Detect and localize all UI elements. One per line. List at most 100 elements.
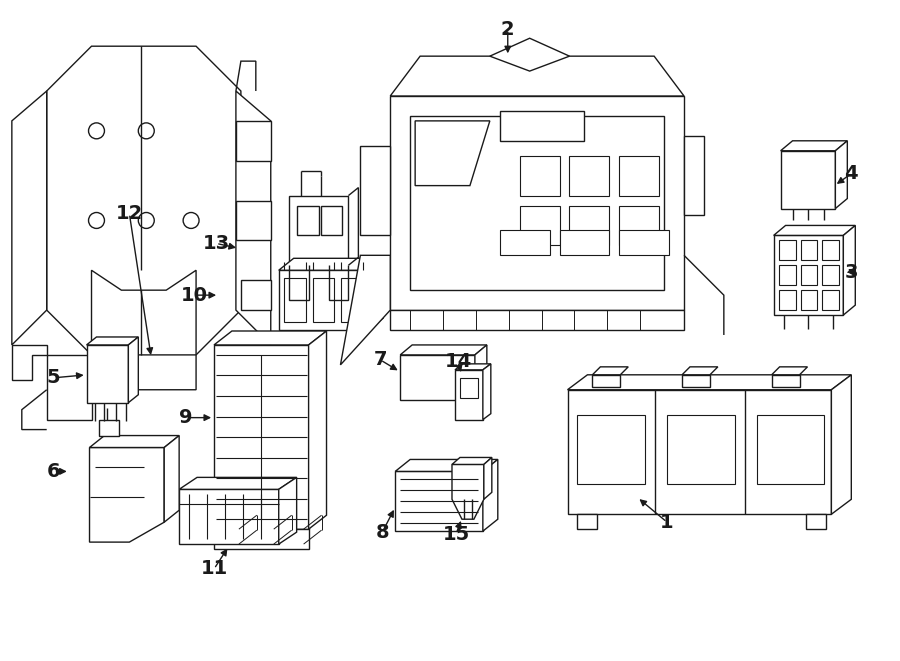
Polygon shape [800,241,817,260]
Polygon shape [289,196,348,265]
Polygon shape [297,206,319,235]
Polygon shape [484,457,491,499]
Text: 10: 10 [181,286,208,305]
Polygon shape [823,290,840,310]
Polygon shape [400,355,475,400]
Polygon shape [774,235,843,315]
Polygon shape [360,146,391,235]
Polygon shape [92,270,196,355]
Text: 12: 12 [116,204,143,223]
Text: 6: 6 [47,462,60,481]
Polygon shape [460,378,478,398]
Polygon shape [619,206,659,245]
Polygon shape [312,278,335,322]
Polygon shape [519,206,560,245]
Polygon shape [179,489,279,544]
Polygon shape [806,514,826,529]
Polygon shape [778,241,796,260]
Polygon shape [395,471,483,531]
Polygon shape [568,375,851,390]
Polygon shape [475,345,487,400]
Polygon shape [778,265,796,285]
Polygon shape [455,370,483,420]
Polygon shape [179,477,297,489]
Polygon shape [368,258,383,330]
Polygon shape [395,459,498,471]
Polygon shape [214,345,309,529]
Polygon shape [771,375,799,387]
Polygon shape [236,121,271,161]
Polygon shape [410,116,664,290]
Polygon shape [340,255,391,365]
Polygon shape [400,345,487,355]
Polygon shape [47,355,92,420]
Polygon shape [578,414,645,485]
Polygon shape [86,337,139,345]
Polygon shape [832,375,851,514]
Polygon shape [570,206,609,245]
Text: 2: 2 [501,20,515,39]
Polygon shape [12,91,47,345]
Polygon shape [219,529,238,544]
Text: 11: 11 [201,559,228,578]
Text: 7: 7 [374,350,387,369]
Text: 4: 4 [844,164,858,183]
Polygon shape [214,331,327,345]
Polygon shape [684,136,704,215]
Polygon shape [800,290,817,310]
Polygon shape [619,231,669,255]
Polygon shape [279,270,368,330]
Polygon shape [578,514,598,529]
Polygon shape [452,465,484,519]
Polygon shape [279,477,297,544]
Polygon shape [241,280,271,310]
Polygon shape [490,38,570,71]
Polygon shape [391,310,684,330]
Polygon shape [800,265,817,285]
Polygon shape [320,206,343,235]
Polygon shape [780,141,847,151]
Polygon shape [279,258,383,270]
Polygon shape [254,529,274,544]
Polygon shape [592,375,620,387]
Polygon shape [843,225,855,315]
Polygon shape [780,151,835,208]
Polygon shape [415,121,490,186]
Polygon shape [619,156,659,196]
Polygon shape [667,414,734,485]
Text: 1: 1 [661,513,674,531]
Polygon shape [214,529,309,549]
Polygon shape [47,46,241,390]
Text: 14: 14 [445,352,472,371]
Polygon shape [570,156,609,196]
Polygon shape [452,457,491,465]
Polygon shape [284,529,303,544]
Polygon shape [164,436,179,522]
Polygon shape [774,225,855,235]
Polygon shape [500,111,584,141]
Polygon shape [835,141,847,208]
Polygon shape [236,200,271,241]
Polygon shape [568,390,832,514]
Polygon shape [341,278,364,322]
Polygon shape [519,156,560,196]
Polygon shape [560,231,609,255]
Polygon shape [236,91,271,345]
Polygon shape [129,337,139,403]
Polygon shape [823,265,840,285]
Polygon shape [309,331,327,529]
Polygon shape [284,278,306,322]
Polygon shape [391,96,684,310]
Polygon shape [100,420,120,436]
Text: 8: 8 [375,523,389,541]
Polygon shape [757,414,824,485]
Polygon shape [778,290,796,310]
Polygon shape [500,231,550,255]
Polygon shape [12,345,47,380]
Text: 9: 9 [179,408,193,427]
Polygon shape [391,56,684,96]
Polygon shape [483,364,490,420]
Polygon shape [823,241,840,260]
Polygon shape [86,345,129,403]
Text: 5: 5 [47,368,60,387]
